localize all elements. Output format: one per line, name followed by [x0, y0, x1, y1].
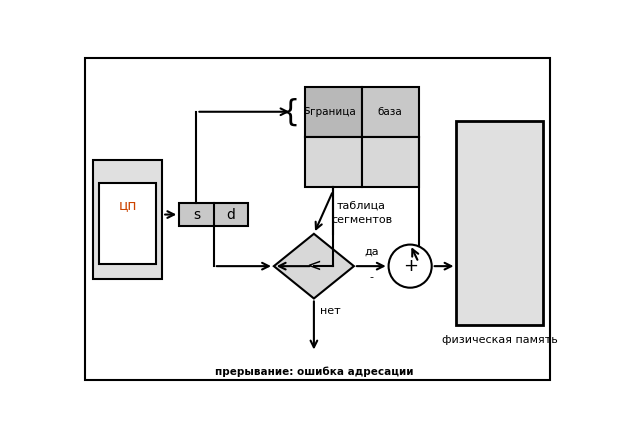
- Bar: [304, 87, 361, 137]
- Bar: [361, 137, 418, 187]
- Bar: [456, 122, 542, 326]
- Text: нет: нет: [320, 306, 340, 316]
- Text: прерывание: ошибка адресации: прерывание: ошибка адресации: [215, 366, 413, 377]
- Text: физическая память: физическая память: [441, 335, 557, 345]
- Text: s: s: [193, 207, 200, 221]
- Text: {: {: [281, 97, 300, 126]
- Bar: [179, 203, 249, 226]
- Text: s: s: [303, 104, 309, 117]
- Text: да: да: [364, 247, 379, 257]
- Text: <: <: [306, 257, 321, 275]
- Bar: [93, 160, 162, 279]
- Text: база: база: [378, 107, 402, 117]
- Bar: [99, 183, 156, 264]
- Bar: [304, 137, 361, 187]
- Text: таблица
сегментов: таблица сегментов: [331, 201, 392, 225]
- Text: d: d: [227, 207, 236, 221]
- Bar: [361, 87, 418, 137]
- Text: граница: граница: [310, 107, 356, 117]
- Text: -: -: [370, 272, 373, 282]
- Text: +: +: [402, 257, 418, 275]
- Polygon shape: [274, 234, 354, 299]
- Text: цп: цп: [118, 198, 137, 212]
- Circle shape: [389, 245, 432, 288]
